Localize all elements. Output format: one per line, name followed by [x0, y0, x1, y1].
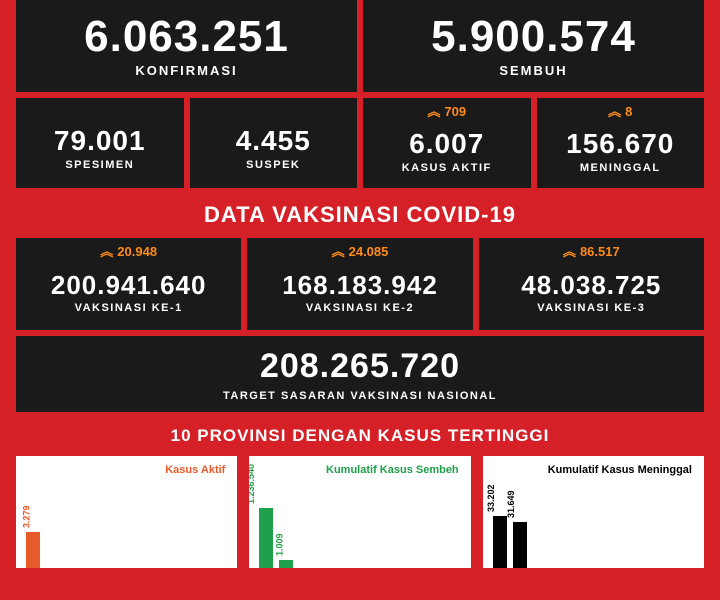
stat-label: VAKSINASI KE-2 [306, 302, 414, 314]
stat-value: 79.001 [54, 127, 146, 155]
stat-value: 200.941.640 [51, 272, 207, 298]
stat-label: VAKSINASI KE-1 [75, 302, 183, 314]
stat-label: SEMBUH [499, 63, 567, 78]
stat-meninggal: 8 156.670 MENINGGAL [537, 98, 705, 188]
stat-label: SPESIMEN [65, 159, 134, 171]
chart-bars: 1.236.5401.009 [259, 496, 460, 568]
stat-value: 168.183.942 [282, 272, 438, 298]
chevron-up-icon [563, 244, 576, 259]
stat-label: KASUS AKTIF [402, 162, 492, 174]
bar-label: 1.009 [275, 533, 285, 556]
bar-label: 31.649 [506, 490, 516, 518]
chart-bar: 31.649 [513, 522, 527, 568]
stat-value: 4.455 [236, 127, 311, 155]
vax-row: 20.948 200.941.640 VAKSINASI KE-1 24.085… [16, 238, 704, 330]
top-stats-row: 6.063.251 KONFIRMASI 5.900.574 SEMBUH [16, 0, 704, 92]
stat-vax2: 24.085 168.183.942 VAKSINASI KE-2 [247, 238, 472, 330]
chevron-up-icon [608, 104, 621, 119]
chevron-up-icon [427, 104, 440, 119]
dashboard: 6.063.251 KONFIRMASI 5.900.574 SEMBUH 79… [0, 0, 720, 568]
chart-title: Kumulatif Kasus Meninggal [548, 464, 692, 476]
stat-value: 6.007 [409, 130, 484, 158]
chart-bar: 1.236.540 [259, 508, 273, 568]
chevron-up-icon [100, 244, 113, 259]
stat-suspek: 4.455 SUSPEK [190, 98, 358, 188]
charts-row: Kasus Aktif 3.279 Kumulatif Kasus Sembeh 1.… [16, 456, 704, 568]
bar-label: 1.236.540 [249, 464, 256, 504]
chart-title: Kasus Aktif [165, 464, 225, 476]
stat-delta: 20.948 [100, 244, 157, 259]
stat-value: 48.038.725 [521, 272, 661, 298]
chevron-up-icon [332, 244, 345, 259]
prov-title: 10 PROVINSI DENGAN KASUS TERTINGGI [16, 426, 704, 446]
bar-label: 33.202 [486, 484, 496, 512]
bar-label: 3.279 [22, 505, 32, 528]
stat-delta: 709 [427, 104, 466, 119]
stat-value: 6.063.251 [84, 15, 289, 59]
chart-bars: 3.279 [26, 496, 227, 568]
chart-bar: 1.009 [279, 560, 293, 568]
stat-konfirmasi: 6.063.251 KONFIRMASI [16, 0, 357, 92]
stat-sembuh: 5.900.574 SEMBUH [363, 0, 704, 92]
stat-vax1: 20.948 200.941.640 VAKSINASI KE-1 [16, 238, 241, 330]
stat-value: 156.670 [566, 130, 674, 158]
stat-label: VAKSINASI KE-3 [537, 302, 645, 314]
vax-title: DATA VAKSINASI COVID-19 [16, 202, 704, 228]
stat-value: 208.265.720 [260, 347, 460, 386]
stat-spesimen: 79.001 SPESIMEN [16, 98, 184, 188]
stat-label: KONFIRMASI [135, 63, 237, 78]
stat-delta: 24.085 [332, 244, 389, 259]
stat-label: SUSPEK [246, 159, 300, 171]
stat-delta: 86.517 [563, 244, 620, 259]
stat-vax3: 86.517 48.038.725 VAKSINASI KE-3 [479, 238, 704, 330]
chart-bar: 33.202 [493, 516, 507, 568]
stat-label: MENINGGAL [580, 162, 661, 174]
stat-delta: 8 [608, 104, 632, 119]
chart-bars: 33.202 31.649 [493, 496, 694, 568]
chart-panel: Kumulatif Kasus Meninggal33.20231.649 [483, 456, 704, 568]
stat-label: TARGET SASARAN VAKSINASI NASIONAL [223, 390, 497, 402]
chart-bar: 3.279 [26, 532, 40, 568]
chart-panel: Kasus Aktif 3.279 [16, 456, 237, 568]
target-row: 208.265.720 TARGET SASARAN VAKSINASI NAS… [16, 336, 704, 412]
chart-title: Kumulatif Kasus Sembeh [326, 464, 459, 476]
stat-value: 5.900.574 [431, 15, 636, 59]
stat-kasus-aktif: 709 6.007 KASUS AKTIF [363, 98, 531, 188]
chart-panel: Kumulatif Kasus Sembeh1.236.5401.009 [249, 456, 470, 568]
mid-stats-row: 79.001 SPESIMEN 4.455 SUSPEK 709 6.007 K… [16, 98, 704, 188]
stat-target: 208.265.720 TARGET SASARAN VAKSINASI NAS… [16, 336, 704, 412]
